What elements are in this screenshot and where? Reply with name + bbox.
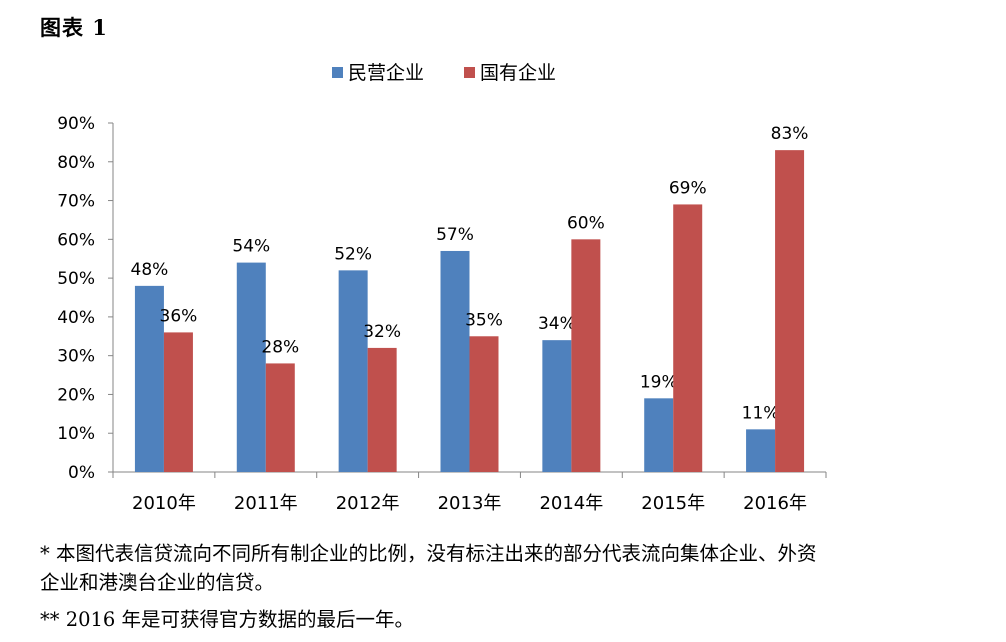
data-label: 36%: [160, 306, 198, 326]
data-label: 52%: [334, 244, 372, 264]
y-tick-label: 60%: [57, 230, 95, 250]
bar-state: [673, 204, 703, 472]
bar-private: [338, 270, 368, 472]
footnote-line-1: * 本图代表信贷流向不同所有制企业的比例，没有标注出来的部分代表流向集体企业、外…: [40, 542, 817, 565]
y-tick-label: 70%: [57, 192, 95, 212]
bar-state: [367, 347, 397, 472]
bar-chart: 0% 10% 20% 30% 40% 50% 60% 70% 80% 90% 48% 36% 2010年…: [57, 62, 827, 514]
data-label: 32%: [363, 322, 401, 342]
bar-private: [542, 340, 572, 472]
bar-state: [163, 332, 193, 472]
x-category-label: 2011年: [234, 493, 298, 514]
bar-private: [644, 398, 674, 472]
bar-state: [775, 150, 805, 472]
bar-private: [440, 250, 470, 472]
legend-label: 民营企业: [348, 62, 424, 84]
data-label: 34%: [538, 314, 576, 334]
data-label: 35%: [465, 310, 503, 330]
footnote-line-2: 企业和港澳台企业的信贷。: [40, 571, 275, 594]
legend-label: 国有企业: [480, 62, 556, 84]
y-tick-label: 20%: [57, 385, 95, 405]
x-category-label: 2015年: [641, 493, 705, 514]
y-tick-label: 80%: [57, 153, 95, 173]
data-label: 83%: [771, 124, 809, 144]
figure-label: 图表 1: [40, 15, 108, 40]
data-label: 11%: [742, 403, 780, 423]
bar-private: [236, 262, 266, 472]
bar-state: [469, 336, 499, 472]
data-label: 19%: [640, 372, 678, 392]
legend-swatch-state: [464, 67, 475, 78]
x-category-label: 2013年: [438, 493, 502, 514]
bar-private: [134, 285, 164, 472]
y-tick-label: 90%: [57, 114, 95, 134]
legend-swatch-private: [332, 67, 343, 78]
data-label: 48%: [131, 260, 169, 280]
y-tick-label: 10%: [57, 424, 95, 444]
data-label: 54%: [232, 237, 270, 257]
y-tick-label: 50%: [57, 269, 95, 289]
x-category-label: 2016年: [743, 493, 807, 514]
bar-state: [571, 239, 601, 472]
data-label: 28%: [261, 337, 299, 357]
y-tick-label: 30%: [57, 347, 95, 367]
x-category-label: 2014年: [539, 493, 603, 514]
x-category-label: 2010年: [132, 493, 196, 514]
y-tick-label: 0%: [68, 463, 95, 483]
footnote-line-3: ** 2016 年是可获得官方数据的最后一年。: [40, 608, 415, 631]
data-label: 57%: [436, 225, 474, 245]
bar-state: [265, 363, 295, 472]
x-category-label: 2012年: [336, 493, 400, 514]
data-label: 69%: [669, 178, 707, 198]
data-label: 60%: [567, 213, 605, 233]
y-tick-label: 40%: [57, 308, 95, 328]
bar-private: [746, 429, 776, 472]
